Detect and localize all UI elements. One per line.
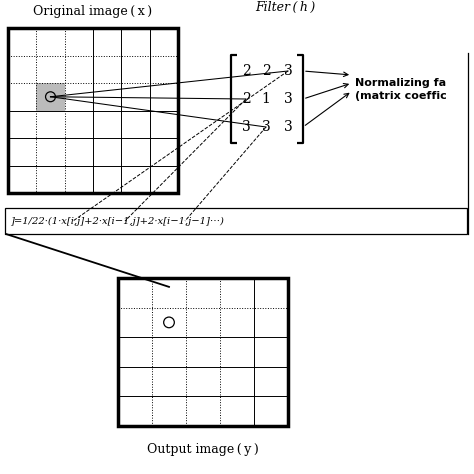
Bar [8,28,178,193]
Text: 2: 2 [242,64,250,78]
Text: Original image ( x ): Original image ( x ) [34,5,153,18]
Bar [36,83,64,110]
Text: 3: 3 [242,120,250,134]
Text: Normalizing fa: Normalizing fa [355,78,446,88]
Text: (matrix coeffic: (matrix coeffic [355,91,447,101]
Text: Output image ( y ): Output image ( y ) [147,443,259,456]
Text: 3: 3 [283,120,292,134]
Text: 3: 3 [283,92,292,106]
Bar [118,278,288,426]
Text: ]=1/22·(1·x[i,j]+2·x[i−1,j]+2·x[i−1,j−1]⋅⋅⋅): ]=1/22·(1·x[i,j]+2·x[i−1,j]+2·x[i−1,j−1]… [10,217,224,226]
Text: 2: 2 [262,64,270,78]
Text: 1: 1 [262,92,271,106]
Bar [5,208,467,234]
Text: Filter ( ℎ ): Filter ( ℎ ) [255,1,315,14]
Text: 3: 3 [283,64,292,78]
Text: 2: 2 [242,92,250,106]
Text: 3: 3 [262,120,270,134]
